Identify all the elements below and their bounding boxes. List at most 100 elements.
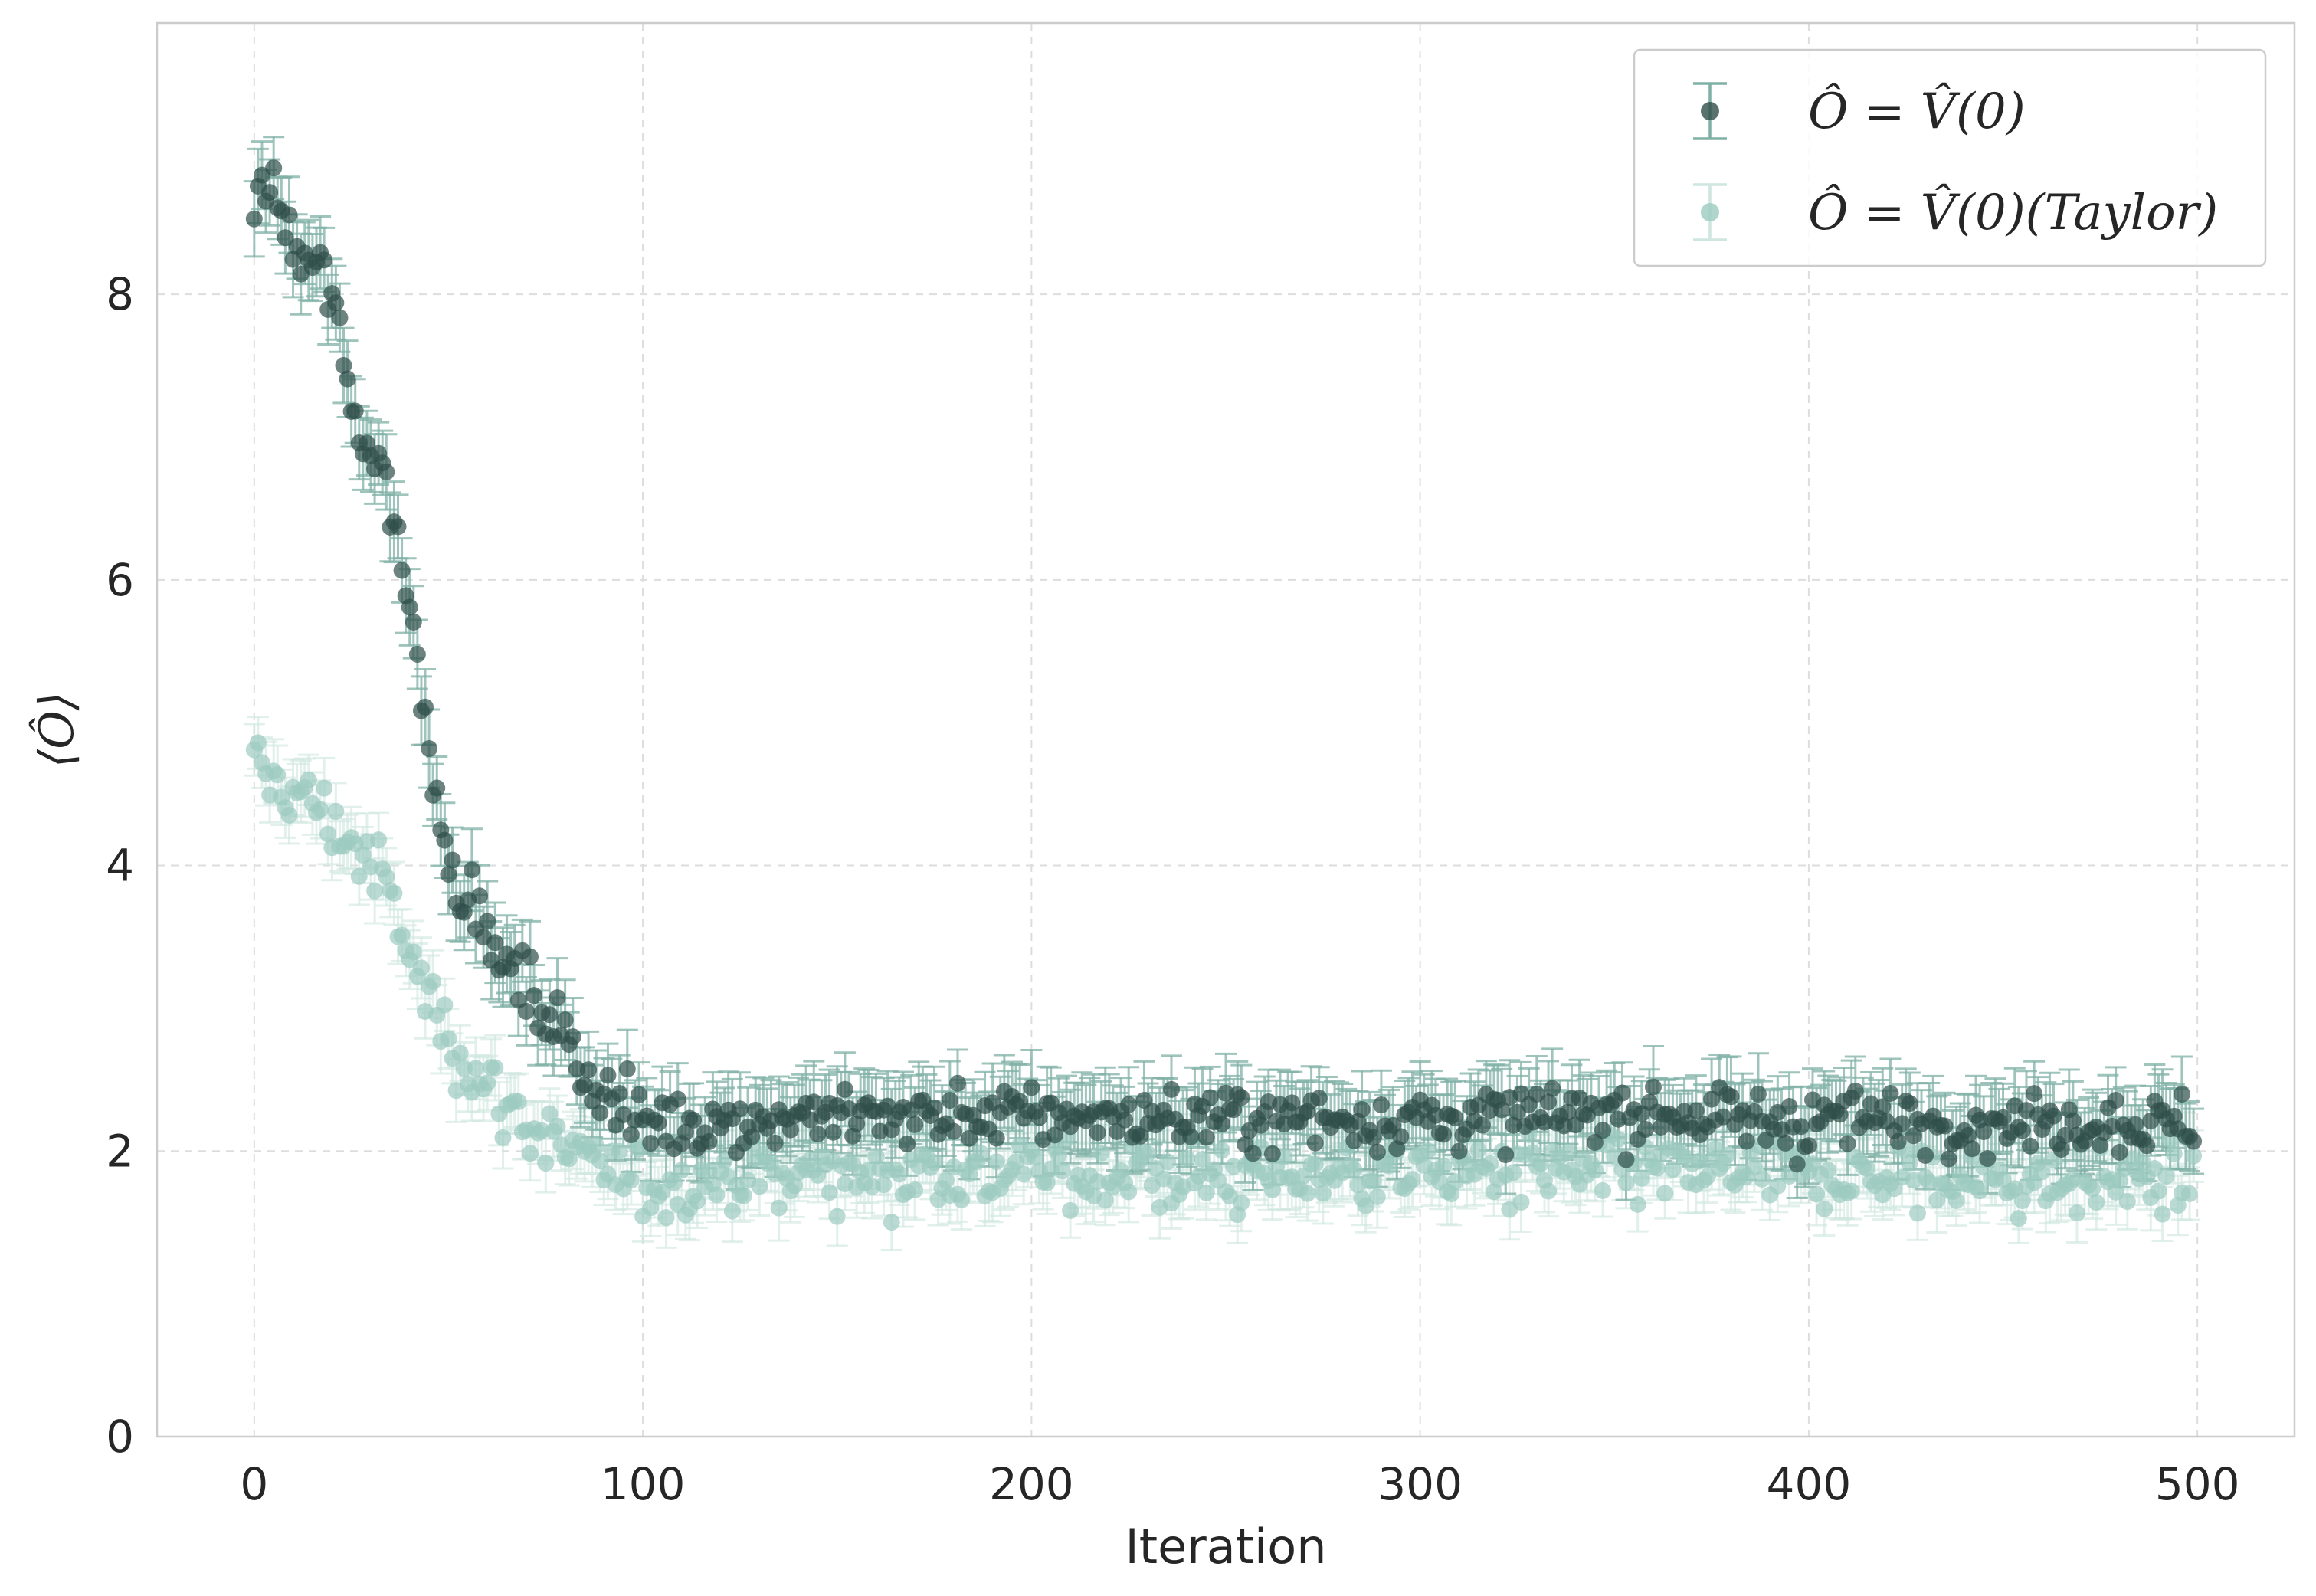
data-point [1435, 1157, 1453, 1175]
data-point [848, 1115, 866, 1132]
data-point [2056, 1126, 2074, 1144]
data-point [269, 766, 287, 784]
data-point [890, 1165, 908, 1183]
data-point [1182, 1128, 1200, 1145]
data-point [1162, 1080, 1180, 1098]
x-tick-2: 200 [989, 1458, 1074, 1510]
data-point [1940, 1150, 1957, 1168]
data-point [521, 1145, 539, 1162]
data-point [1046, 1126, 1063, 1144]
data-point [444, 851, 461, 869]
data-point [486, 934, 504, 952]
data-point [836, 1080, 853, 1098]
data-point [1473, 1116, 1491, 1134]
data-point [1963, 1140, 1980, 1158]
data-point [471, 887, 489, 905]
data-point [1038, 1174, 1056, 1191]
data-point [1505, 1164, 1522, 1181]
data-point [1116, 1111, 1134, 1129]
data-point [770, 1199, 788, 1217]
data-point [1893, 1115, 1911, 1132]
data-point [1368, 1188, 1386, 1205]
legend: Ô = V̂(0) Ô = V̂(0)(Taylor) [1633, 48, 2267, 267]
data-point [631, 1086, 648, 1103]
y-tick-4: 8 [106, 268, 134, 320]
data-point [953, 1191, 971, 1208]
data-point [1310, 1090, 1328, 1107]
data-point [2185, 1132, 2203, 1150]
data-point [556, 1011, 574, 1029]
data-point [541, 1006, 559, 1024]
x-tick-labels: 0 100 200 300 400 500 [240, 1458, 2239, 1510]
data-point [549, 989, 566, 1007]
data-point [385, 884, 403, 902]
data-point [393, 926, 411, 944]
legend-label-1: Ô = V̂(0)(Taylor) [1808, 183, 2218, 241]
legend-box [1633, 48, 2267, 267]
data-point [1780, 1098, 1798, 1116]
data-point [689, 1192, 706, 1210]
data-point [405, 613, 422, 631]
data-point [1213, 1142, 1230, 1159]
data-point [1738, 1132, 1755, 1150]
data-point [1419, 1142, 1436, 1160]
data-point [937, 1172, 955, 1189]
data-point [346, 402, 364, 420]
data-point [1979, 1150, 1997, 1168]
data-point [611, 1085, 628, 1103]
x-axis-label: Iteration [1125, 1519, 1327, 1575]
data-point [2165, 1107, 2183, 1125]
data-point [280, 806, 298, 824]
data-point [700, 1132, 718, 1150]
data-point [2111, 1143, 2128, 1161]
data-point [654, 1183, 671, 1201]
data-point [2154, 1205, 2171, 1223]
data-point [316, 251, 333, 269]
data-points [245, 159, 2203, 1231]
data-point [669, 1090, 686, 1108]
data-point [588, 1136, 605, 1154]
data-point [1120, 1096, 1138, 1113]
data-point [1994, 1171, 2012, 1188]
data-point [319, 825, 337, 843]
data-point [2138, 1137, 2156, 1155]
data-point [1617, 1174, 1635, 1191]
legend-label-0: Ô = V̂(0) [1808, 82, 2026, 140]
data-point [1469, 1141, 1487, 1158]
data-point [1364, 1129, 1382, 1146]
data-point [1703, 1090, 1721, 1108]
data-point [1233, 1194, 1250, 1211]
data-point [2013, 1191, 2031, 1209]
data-point [479, 913, 496, 930]
data-point [1314, 1185, 1332, 1202]
data-point [277, 229, 294, 247]
data-point [1820, 1162, 1837, 1179]
data-point [2165, 1145, 2183, 1162]
data-point [1808, 1185, 1826, 1203]
data-point [2045, 1107, 2062, 1125]
data-point [1299, 1185, 1316, 1202]
data-point [1283, 1094, 1301, 1112]
data-point [366, 882, 384, 900]
data-point [428, 779, 446, 797]
data-point [2118, 1193, 2136, 1211]
data-point [245, 210, 263, 228]
data-point [716, 1152, 733, 1170]
data-point [393, 562, 411, 579]
data-point [580, 1061, 598, 1079]
data-point [1664, 1161, 1682, 1178]
data-point [1023, 1079, 1040, 1096]
data-point [1613, 1084, 1631, 1102]
data-point [1132, 1127, 1149, 1145]
data-point [599, 1067, 617, 1084]
data-point [1722, 1088, 1740, 1106]
data-point [1233, 1089, 1250, 1106]
x-tick-3: 300 [1377, 1458, 1463, 1510]
data-point [1096, 1191, 1114, 1209]
data-point [1381, 1157, 1398, 1175]
data-point [1544, 1080, 1561, 1097]
data-point [1610, 1130, 1627, 1148]
data-point [421, 740, 438, 758]
data-point [1959, 1126, 1977, 1144]
data-point [2092, 1136, 2109, 1154]
